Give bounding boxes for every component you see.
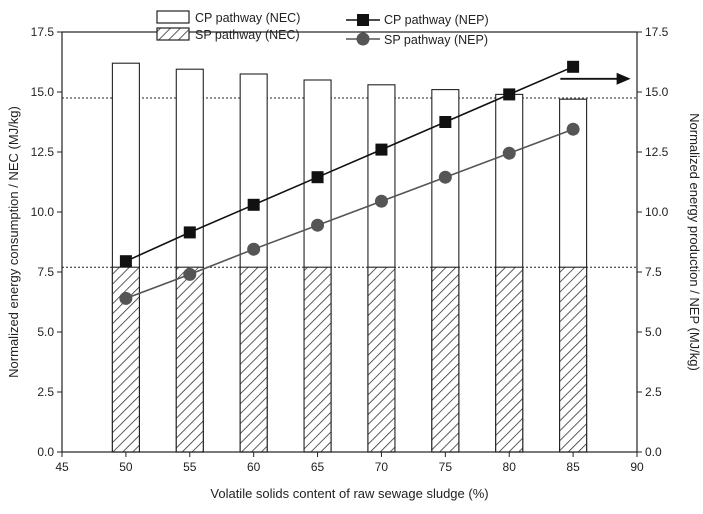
bar-sp-nec-60 — [239, 266, 268, 453]
y-left-tick-label-5: 12.5 — [31, 145, 55, 159]
x-tick-label-85: 85 — [566, 460, 580, 474]
line-sp-nep — [125, 128, 574, 300]
y-right-tick-label-2: 5.0 — [645, 325, 662, 339]
point-sp-nep-85 — [566, 122, 580, 136]
point-cp-nep-85 — [567, 60, 580, 73]
y-right-tick-label-4: 10.0 — [645, 205, 669, 219]
arrow-head-0 — [616, 72, 631, 85]
line-cp-nep — [125, 66, 574, 262]
legend-label-cp-nep: CP pathway (NEP) — [384, 13, 489, 27]
bar-sp-nec-80 — [495, 266, 524, 453]
plot-area: 45 50 55 60 65 70 75 80 85 900.0 0.02.5 2.55.0 5.07.… — [31, 25, 669, 474]
point-sp-nep-50 — [119, 291, 133, 305]
point-sp-nep-70 — [374, 194, 388, 208]
y-left-tick-label-2: 5.0 — [37, 325, 54, 339]
point-sp-nep-60 — [247, 242, 261, 256]
point-cp-nep-80 — [503, 88, 516, 101]
y-right-tick-label-7: 17.5 — [645, 25, 669, 39]
point-sp-nep-65 — [311, 218, 325, 232]
y-right-tick-label-3: 7.5 — [645, 265, 662, 279]
legend-swatch-cp-nec — [156, 10, 190, 24]
x-tick-label-55: 55 — [183, 460, 197, 474]
point-sp-nep-75 — [438, 170, 452, 184]
point-cp-nep-60 — [247, 198, 260, 211]
x-tick-label-45: 45 — [55, 460, 69, 474]
legend-label-sp-nep: SP pathway (NEP) — [384, 33, 488, 47]
plot-frame — [61, 31, 638, 453]
bar-sp-nec-55 — [175, 266, 204, 453]
point-cp-nep-50 — [119, 255, 132, 268]
x-tick-label-75: 75 — [439, 460, 453, 474]
y-right-tick-label-6: 15.0 — [645, 85, 669, 99]
y-right-tick-label-1: 2.5 — [645, 385, 662, 399]
legend-label-sp-nec: SP pathway (NEC) — [195, 28, 300, 42]
legend: CP pathway (NEC) SP pathway (NEC) CP pat… — [156, 10, 489, 47]
x-tick-label-90: 90 — [630, 460, 644, 474]
x-tick-label-65: 65 — [311, 460, 325, 474]
y-left-tick-label-6: 15.0 — [31, 85, 55, 99]
point-sp-nep-55 — [183, 267, 197, 281]
y-left-tick-label-1: 2.5 — [37, 385, 54, 399]
legend-swatch-sp-nec — [156, 27, 190, 41]
legend-marker-cp-nep — [357, 14, 369, 26]
point-sp-nep-80 — [502, 146, 516, 160]
x-tick-label-50: 50 — [119, 460, 133, 474]
x-tick-label-70: 70 — [375, 460, 389, 474]
point-cp-nep-55 — [183, 226, 196, 239]
y-left-tick-label-3: 7.5 — [37, 265, 54, 279]
bar-sp-nec-75 — [431, 266, 460, 453]
y-axis-left-label: Normalized energy consumption / NEC (MJ/… — [6, 106, 21, 378]
y-left-tick-label-0: 0.0 — [37, 445, 54, 459]
legend-marker-sp-nep — [356, 32, 370, 46]
bar-sp-nec-65 — [303, 266, 332, 453]
y-right-tick-label-0: 0.0 — [645, 445, 662, 459]
y-left-tick-label-4: 10.0 — [31, 205, 55, 219]
legend-label-cp-nec: CP pathway (NEC) — [195, 11, 300, 25]
point-cp-nep-65 — [311, 171, 324, 184]
point-cp-nep-75 — [439, 116, 452, 128]
y-axis-right-label: Normalized energy production / NEP (MJ/k… — [687, 113, 702, 371]
y-left-tick-label-7: 17.5 — [31, 25, 55, 39]
x-axis-label: Volatile solids content of raw sewage sl… — [210, 486, 488, 501]
point-cp-nep-70 — [375, 143, 388, 156]
bar-sp-nec-85 — [559, 266, 588, 453]
y-right-tick-label-5: 12.5 — [645, 145, 669, 159]
x-tick-label-60: 60 — [247, 460, 261, 474]
bar-sp-nec-70 — [367, 266, 396, 453]
x-tick-label-80: 80 — [503, 460, 517, 474]
